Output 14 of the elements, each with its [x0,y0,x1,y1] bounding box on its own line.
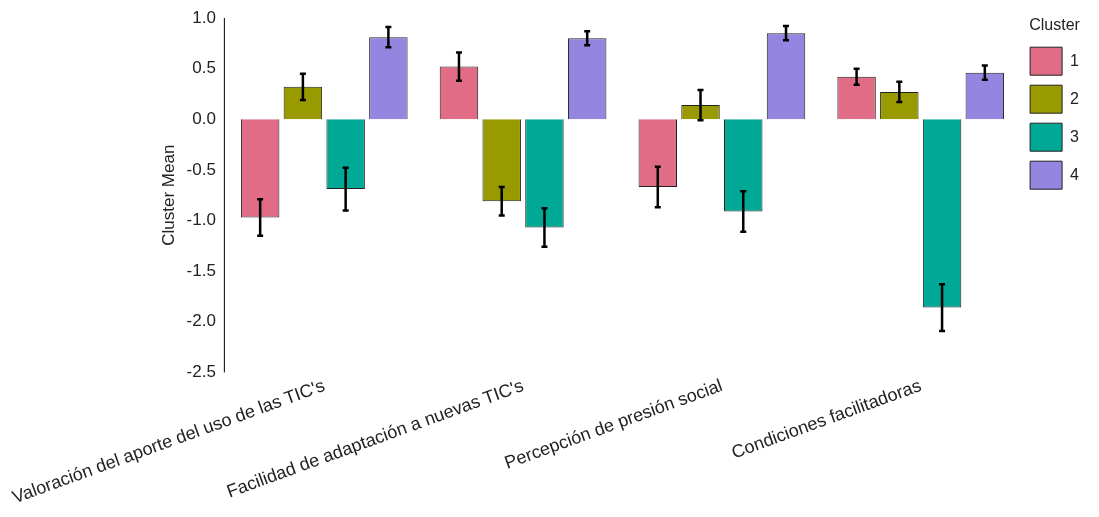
y-tick-label: -1.5 [186,260,216,280]
y-tick-label: 0.5 [192,58,216,78]
y-tick-label: -0.5 [186,159,216,179]
y-tick-label: 0.0 [192,108,216,128]
legend-label: 1 [1070,51,1080,69]
legend-title: Cluster [1029,16,1081,34]
legend-label: 4 [1070,165,1080,183]
y-tick-label: 1.0 [192,7,216,27]
y-axis-title: Cluster Mean [159,144,179,246]
legend-label: 2 [1070,89,1080,107]
legend-label: 3 [1070,127,1080,145]
y-tick-label: -2.5 [186,362,216,382]
y-tick-label: -2.0 [186,311,216,331]
y-tick-label: -1.0 [186,210,216,230]
